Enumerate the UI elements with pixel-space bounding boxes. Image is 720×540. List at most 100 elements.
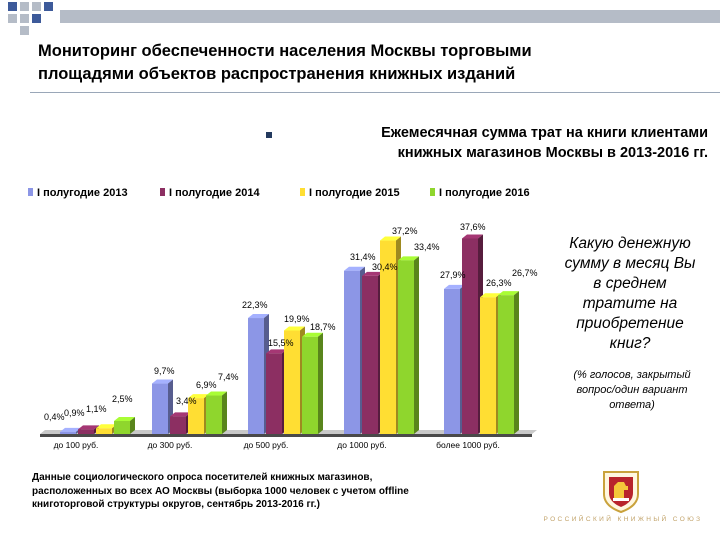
bar bbox=[96, 428, 112, 434]
bar-side bbox=[130, 417, 135, 434]
bar bbox=[114, 421, 130, 434]
data-label: 3,4% bbox=[176, 396, 197, 406]
bar-top bbox=[284, 326, 305, 331]
bar-top bbox=[206, 391, 227, 396]
bar-side bbox=[222, 391, 227, 434]
data-label: 19,9% bbox=[284, 314, 310, 324]
data-label: 15,5% bbox=[268, 338, 294, 348]
legend-label: I полугодие 2014 bbox=[169, 187, 260, 199]
spending-bar-chart: I полугодие 2013 I полугодие 2014 I полуго… bbox=[28, 187, 538, 450]
survey-question: Какую денежную сумму в месяц Вы в средне… bbox=[544, 234, 716, 354]
survey-question-line: книг? bbox=[609, 335, 651, 352]
bar-top bbox=[444, 284, 465, 289]
title-divider bbox=[30, 92, 720, 93]
x-tick-label: до 500 руб. bbox=[244, 440, 289, 450]
bar-top bbox=[248, 314, 269, 319]
legend-swatch bbox=[430, 188, 435, 196]
data-label: 1,1% bbox=[86, 404, 107, 414]
data-label: 31,4% bbox=[350, 252, 376, 262]
bar bbox=[170, 416, 186, 434]
data-label: 30,4% bbox=[372, 262, 398, 272]
data-label: 37,2% bbox=[392, 226, 418, 236]
bar-top bbox=[78, 425, 99, 430]
bar-top bbox=[498, 291, 519, 296]
chart-baseline bbox=[40, 434, 532, 437]
bar-top bbox=[114, 417, 135, 421]
bar bbox=[398, 260, 414, 434]
bar bbox=[284, 330, 300, 434]
survey-note-line: (% голосов, закрытый bbox=[573, 369, 691, 381]
survey-note-line: ответа) bbox=[609, 399, 655, 411]
bar bbox=[480, 297, 496, 434]
chart-subtitle-line: книжных магазинов Москвы в 2013-2016 гг. bbox=[397, 145, 708, 161]
legend-swatch bbox=[28, 188, 33, 196]
bar bbox=[152, 383, 168, 434]
russian-book-union-emblem-icon bbox=[603, 471, 639, 514]
survey-question-line: тратите на bbox=[582, 295, 678, 312]
bar-top bbox=[60, 427, 81, 432]
data-label: 37,6% bbox=[460, 222, 486, 232]
bar bbox=[60, 431, 76, 434]
bar-side bbox=[514, 291, 519, 434]
bar bbox=[498, 295, 514, 434]
bar-top bbox=[480, 293, 501, 298]
data-label: 9,7% bbox=[154, 366, 175, 376]
bar bbox=[188, 398, 204, 434]
bar bbox=[266, 353, 282, 434]
bar-top bbox=[170, 412, 191, 417]
data-label: 26,3% bbox=[486, 278, 512, 288]
header-decoration bbox=[8, 2, 720, 35]
data-label: 33,4% bbox=[414, 242, 440, 252]
bar bbox=[248, 318, 264, 434]
slide-title: Мониторинг обеспеченности населения Моск… bbox=[38, 40, 688, 86]
bar-top bbox=[302, 332, 323, 337]
bar bbox=[380, 240, 396, 434]
data-label: 18,7% bbox=[310, 322, 336, 332]
survey-question-line: Какую денежную bbox=[569, 235, 691, 252]
survey-question-line: в среднем bbox=[593, 275, 667, 292]
legend-label: I полугодие 2016 bbox=[439, 187, 530, 199]
chart-subtitle: Ежемесячная сумма трат на книги клиентам… bbox=[288, 123, 708, 163]
source-note-line: книготорговой структуры округов, сентябр… bbox=[32, 499, 320, 510]
source-note-line: Данные социологического опроса посетител… bbox=[32, 472, 373, 483]
legend-swatch bbox=[160, 188, 165, 196]
bar-side bbox=[414, 256, 419, 434]
bar-top bbox=[462, 234, 483, 239]
bar-top bbox=[96, 424, 117, 429]
data-label: 0,4% bbox=[44, 412, 65, 422]
bar bbox=[362, 275, 378, 434]
x-tick-label: более 1000 руб. bbox=[436, 440, 500, 450]
bar-top bbox=[398, 256, 419, 261]
bar-top bbox=[380, 236, 401, 241]
bar bbox=[302, 336, 318, 434]
bar bbox=[206, 395, 222, 434]
bar bbox=[444, 288, 460, 434]
data-label: 27,9% bbox=[440, 270, 466, 280]
bar bbox=[78, 429, 94, 434]
bullet-square-icon bbox=[266, 132, 272, 138]
data-label: 6,9% bbox=[196, 380, 217, 390]
footer-brand: РОССИЙСКИЙ КНИЖНЫЙ СОЮЗ bbox=[543, 516, 703, 523]
data-label: 22,3% bbox=[242, 300, 268, 310]
bar-top bbox=[152, 379, 173, 384]
source-note: Данные социологического опроса посетител… bbox=[32, 471, 502, 512]
data-label: 7,4% bbox=[218, 372, 239, 382]
bar-top bbox=[266, 349, 287, 354]
data-label: 0,9% bbox=[64, 408, 85, 418]
bar-side bbox=[318, 332, 323, 434]
bar-top bbox=[362, 271, 383, 276]
x-tick-label: до 1000 руб. bbox=[337, 440, 387, 450]
survey-note-line: вопрос/один вариант bbox=[576, 384, 688, 396]
x-tick-label: до 100 руб. bbox=[54, 440, 99, 450]
data-label: 26,7% bbox=[512, 268, 538, 278]
slide-title-line: площадями объектов распространения книжн… bbox=[38, 65, 516, 83]
bar-top bbox=[344, 266, 365, 271]
slide-title-line: Мониторинг обеспеченности населения Моск… bbox=[38, 42, 532, 60]
bar bbox=[344, 270, 360, 434]
survey-question-line: сумму в месяц Вы bbox=[564, 255, 696, 272]
bar-top bbox=[188, 394, 209, 399]
legend-swatch bbox=[300, 188, 305, 196]
source-note-line: расположенных во всех АО Москвы (выборка… bbox=[32, 485, 409, 497]
bar bbox=[462, 238, 478, 434]
data-label: 2,5% bbox=[112, 394, 133, 404]
